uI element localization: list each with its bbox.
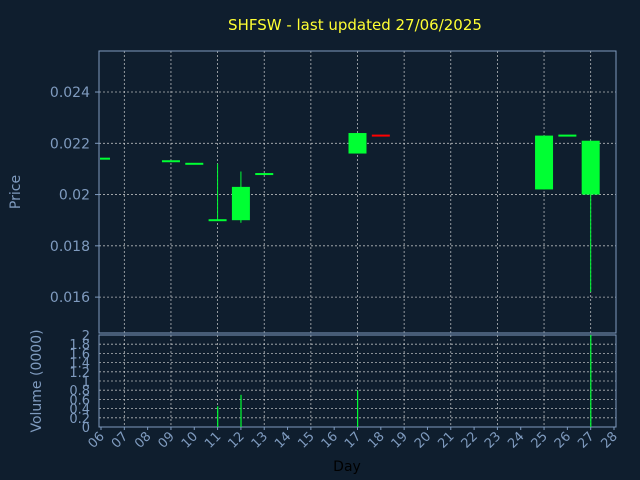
day-tick-label: 10 [179,429,201,451]
price-tick-label: 0.022 [50,136,90,152]
price-axis-label: Price [8,175,24,209]
day-tick-label: 22 [459,429,481,451]
candle-body [535,135,554,190]
day-tick-label: 08 [132,429,154,451]
volume-bar [357,390,359,427]
price-axis-ticks: 0.016 0.018 0.02 0.022 0.024 [50,85,99,306]
day-tick-label: 28 [599,429,621,451]
day-tick-label: 17 [342,429,364,451]
candles [100,133,600,292]
candle-body [581,140,600,195]
day-tick-label: 16 [319,429,341,451]
day-axis-ticks: 06 07 08 09 10 11 12 13 14 15 16 17 18 19 20 21 22 23 24 25… [86,427,621,452]
candle-body [100,157,110,160]
day-tick-label: 11 [202,429,224,451]
volume-bar [240,394,242,427]
candle-body [348,133,367,154]
volume-bars [217,335,592,427]
volume-tick-label: 0.4 [69,403,90,418]
price-tick-label: 0.018 [50,239,90,255]
price-tick-label: 0.016 [50,290,90,306]
volume-tick-label: 0 [82,421,90,436]
day-tick-label: 12 [225,429,247,451]
volume-tick-label: 0.8 [69,384,90,399]
day-tick-label: 13 [249,429,271,451]
day-tick-label: 27 [575,429,597,451]
price-tick-label: 0.02 [59,188,90,204]
day-tick-label: 14 [272,429,294,451]
day-axis-label: Day [333,459,361,475]
volume-axis-ticks: 00.20.40.60.811.21.41.61.82 [69,329,90,436]
day-tick-label: 24 [505,429,527,451]
candle-body [208,219,227,222]
candle-body [371,134,390,137]
candle-body [231,186,250,221]
price-gridlines [99,51,616,333]
volume-axis-label: Volume (0000) [29,329,45,432]
day-tick-label: 26 [552,429,574,451]
volume-tick-label: 1.4 [69,357,90,372]
price-panel-frame [98,50,617,334]
day-tick-label: 25 [529,429,551,451]
volume-tick-label: 0.2 [69,412,90,427]
price-tick-label: 0.024 [50,85,90,101]
day-tick-label: 09 [155,429,177,451]
candle-body [161,160,180,163]
candle-body [558,134,577,137]
day-tick-label: 23 [482,429,504,451]
candle-body [185,162,204,165]
day-tick-label: 07 [109,429,131,451]
day-tick-label: 21 [435,429,457,451]
volume-tick-label: 1.6 [69,347,90,362]
volume-bar [217,406,219,427]
chart-title: SHFSW - last updated 27/06/2025 [228,16,482,34]
volume-tick-label: 2 [82,329,90,344]
day-tick-label: 20 [412,429,434,451]
volume-tick-label: 0.6 [69,393,90,408]
volume-bar [590,335,592,427]
candle-body [255,173,274,176]
volume-tick-label: 1.2 [69,366,90,381]
day-tick-label: 15 [295,429,317,451]
day-tick-label: 18 [365,429,387,451]
volume-tick-label: 1 [82,375,90,390]
day-tick-label: 19 [389,429,411,451]
volume-tick-label: 1.8 [69,338,90,353]
